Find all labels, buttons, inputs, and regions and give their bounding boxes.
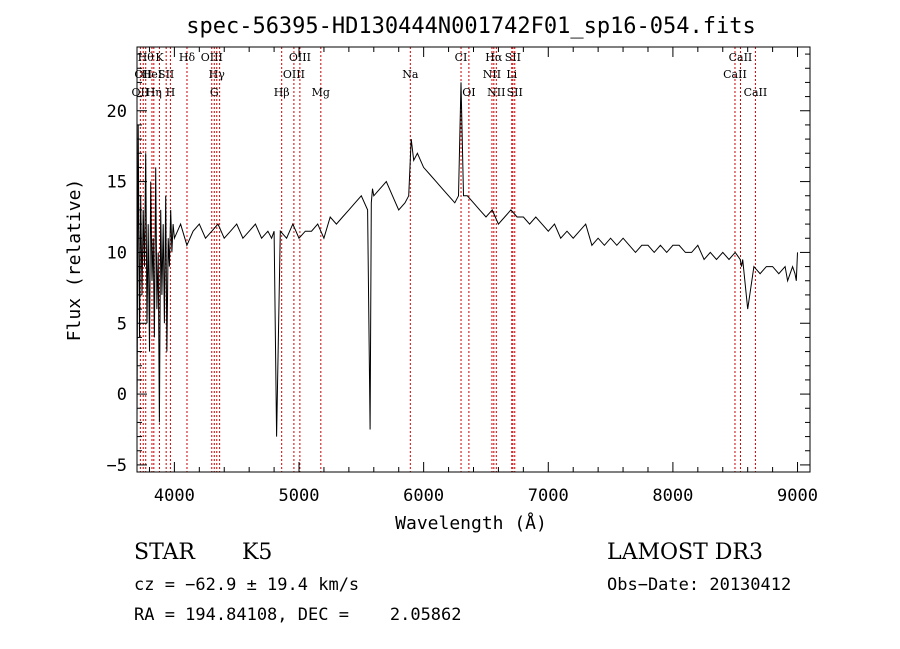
spectrum-series [136,82,798,437]
object-class: STAR [134,540,196,565]
x-tick-label-1: 5000 [279,486,320,506]
line-label-13: Hβ [274,86,290,99]
line-label-16: Mg [312,86,330,99]
y-tick-label-0: −5 [107,456,127,476]
line-label-10: G [210,86,219,99]
line-label-23: Li [506,68,517,81]
line-label-1: OII [134,68,152,81]
line-label-6: SII [158,68,174,81]
line-label-15: OIII [289,51,311,64]
spectral-line-labels: OII OII Hθ HeI Hη K SII H Hδ OIII G Hγ Hβ OIII OIII Mg N… [132,51,768,99]
survey-name: LAMOST DR3 [607,540,763,565]
line-label-22: NII [487,86,505,99]
line-label-27: CaII [729,51,753,64]
line-label-18: CI [455,51,468,64]
y-tick-label-3: 10 [107,243,127,263]
x-axis-label: Wavelength (Å) [395,512,547,534]
line-label-14: OIII [283,68,305,81]
line-label-19: OI [462,86,475,99]
spectral-line-markers [139,47,756,472]
line-label-25: SII [507,86,523,99]
line-label-26: CaII [723,68,747,81]
line-label-0: OII [132,86,150,99]
y-axis-ticks: −5 0 5 10 15 20 [107,53,810,476]
line-label-21: Hα [485,51,503,64]
line-label-2: Hθ [138,51,155,64]
observation-date: Obs−Date: 20130412 [607,575,791,595]
object-subclass: K5 [242,540,272,565]
line-label-28: CaII [744,86,768,99]
y-tick-label-1: 0 [117,385,127,405]
line-label-3: HeI [142,68,162,81]
x-tick-label-0: 4000 [154,486,195,506]
line-label-5: K [155,51,164,64]
x-tick-label-3: 7000 [528,486,569,506]
coordinates: RA = 194.84108, DEC = 2.05862 [134,605,462,625]
line-label-9: OIII [201,51,223,64]
y-tick-label-4: 15 [107,173,127,193]
x-axis-ticks: 4000 5000 6000 7000 8000 9000 [148,47,818,506]
x-tick-label-4: 8000 [652,486,693,506]
chart-title: spec-56395-HD130444N001742F01_sp16-054.f… [186,14,756,39]
x-tick-label-5: 9000 [777,486,818,506]
y-tick-label-5: 20 [107,102,127,122]
line-label-17: Na [402,68,419,81]
plot-frame [136,46,811,473]
line-label-8: Hδ [179,51,196,64]
y-tick-label-2: 5 [117,314,127,334]
line-label-11: Hγ [209,68,226,81]
x-tick-label-2: 6000 [403,486,444,506]
line-label-24: SII [505,51,521,64]
line-label-4: Hη [146,86,162,99]
y-axis-label: Flux (relative) [64,179,85,342]
line-label-20: NII [483,68,501,81]
redshift-cz: cz = −62.9 ± 19.4 km/s [134,575,359,595]
line-label-7: H [166,86,176,99]
